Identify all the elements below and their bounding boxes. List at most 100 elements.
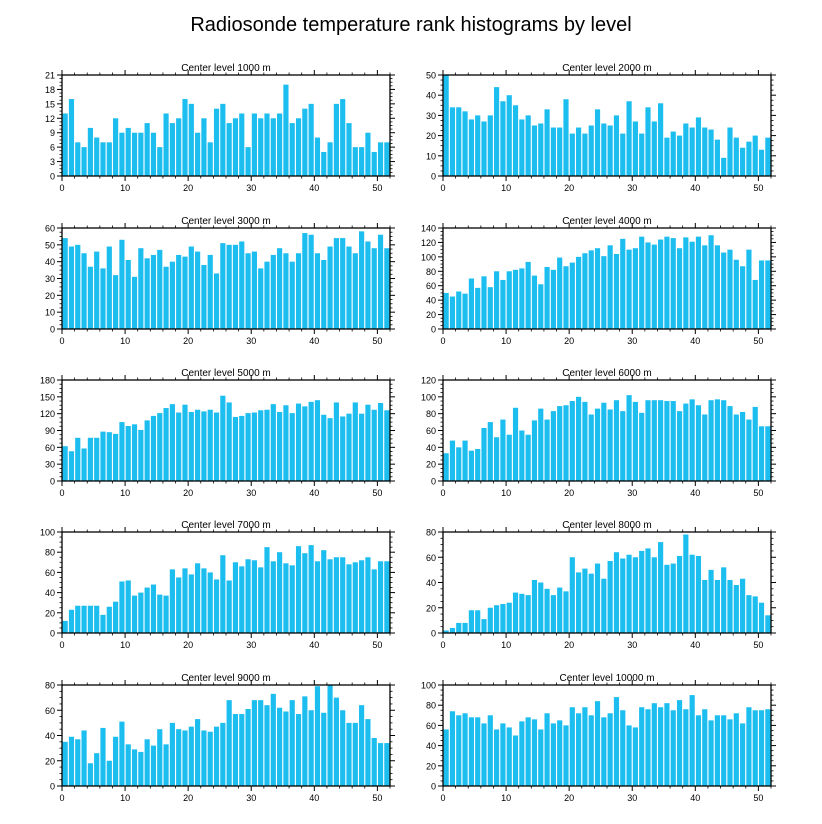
bar (449, 107, 456, 176)
bar (531, 125, 538, 176)
bar (157, 249, 163, 329)
bar (475, 115, 481, 176)
bar (340, 557, 346, 633)
bar (531, 719, 538, 786)
bar (721, 400, 727, 481)
x-tick-label: 50 (372, 640, 382, 650)
panel-9: Center level 10000 m 0 20 40 60 80 100 0 10 20 30 4… (421, 673, 776, 803)
y-tick-label: 80 (426, 267, 436, 277)
bar (456, 107, 462, 176)
bar (251, 412, 257, 481)
bar (746, 141, 752, 176)
y-tick-label: 40 (45, 588, 55, 598)
bar (188, 246, 194, 329)
bar (150, 745, 157, 786)
bar (500, 279, 506, 329)
bar (226, 700, 232, 786)
bar (651, 244, 657, 329)
y-tick-label: 40 (426, 91, 436, 101)
bar (384, 561, 390, 633)
bar (157, 594, 163, 633)
x-tick-label: 0 (59, 640, 64, 650)
bar (195, 719, 201, 786)
bar (443, 729, 449, 786)
bar (475, 287, 481, 329)
bar (531, 579, 538, 633)
bar (195, 251, 201, 329)
bar (494, 437, 500, 481)
bar (702, 414, 708, 481)
bar (462, 622, 468, 633)
y-tick-label: 0 (50, 477, 55, 487)
bar (157, 729, 163, 786)
y-tick-label: 20 (426, 761, 436, 771)
x-tick-label: 30 (246, 488, 256, 498)
panel-title: Center level 1000 m (181, 63, 271, 74)
bar (740, 411, 746, 481)
bar (481, 276, 487, 329)
bar (182, 404, 188, 481)
y-tick-label: 20 (45, 756, 55, 766)
bar (456, 622, 462, 633)
bar (632, 557, 638, 633)
x-tick-label: 20 (564, 336, 574, 346)
x-tick-label: 40 (309, 793, 319, 803)
y-tick-label: 150 (40, 392, 55, 402)
bar (676, 135, 683, 176)
bar (727, 249, 733, 329)
y-tick-label: 21 (45, 71, 55, 81)
bar (512, 105, 519, 176)
x-tick-label: 20 (183, 793, 193, 803)
bar (201, 730, 207, 786)
bar (651, 400, 657, 481)
y-tick-label: 50 (426, 71, 436, 81)
bar (468, 119, 474, 176)
bar (512, 735, 519, 786)
bar (689, 695, 695, 786)
y-tick-label: 30 (45, 460, 55, 470)
bar (607, 125, 613, 176)
bar (220, 243, 226, 329)
bar (138, 592, 144, 633)
y-tick-label: 0 (431, 477, 436, 487)
bar (264, 261, 270, 329)
bar (226, 123, 232, 176)
bar (100, 614, 106, 633)
bar (664, 401, 670, 481)
bar (538, 408, 544, 481)
bar (714, 579, 720, 633)
x-tick-label: 0 (59, 488, 64, 498)
bar (371, 248, 377, 329)
bar (658, 542, 664, 633)
bar (270, 118, 276, 176)
bar (163, 744, 169, 786)
panel-title: Center level 2000 m (562, 63, 652, 74)
x-tick-label: 0 (440, 488, 445, 498)
bar (676, 555, 683, 633)
x-tick-label: 50 (372, 183, 382, 193)
x-tick-label: 10 (120, 488, 130, 498)
bar (68, 99, 75, 176)
y-tick-label: 60 (426, 553, 436, 563)
bar (150, 254, 157, 329)
bar (582, 253, 588, 329)
panel-title: Center level 10000 m (559, 673, 654, 684)
bar (213, 273, 220, 329)
bar (651, 557, 657, 633)
y-tick-label: 0 (50, 325, 55, 335)
y-tick-label: 20 (426, 603, 436, 613)
bar (365, 719, 371, 786)
bar (664, 236, 670, 329)
bar (632, 401, 638, 481)
bar (601, 578, 607, 633)
bar (81, 147, 87, 176)
bar (163, 408, 169, 481)
bar (475, 610, 481, 633)
bar (576, 256, 582, 329)
x-tick-label: 40 (690, 640, 700, 650)
bar (487, 607, 493, 633)
bar (576, 127, 582, 176)
bar (327, 246, 333, 329)
x-tick-label: 10 (120, 336, 130, 346)
bar (258, 268, 264, 329)
